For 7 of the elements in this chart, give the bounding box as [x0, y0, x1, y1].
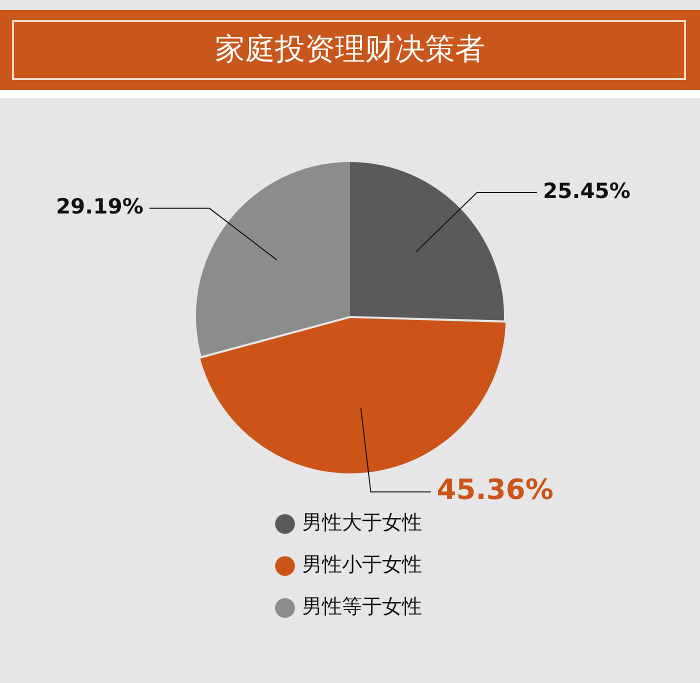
- data-label: 29.19%: [56, 194, 144, 219]
- data-label: 45.36%: [436, 473, 554, 506]
- data-label: 25.45%: [542, 179, 630, 204]
- legend-label: 男性大于女性: [302, 510, 422, 534]
- chart-title: 家庭投资理财决策者: [0, 10, 700, 90]
- legend-label: 男性等于女性: [302, 594, 422, 618]
- legend-label: 男性小于女性: [302, 552, 422, 576]
